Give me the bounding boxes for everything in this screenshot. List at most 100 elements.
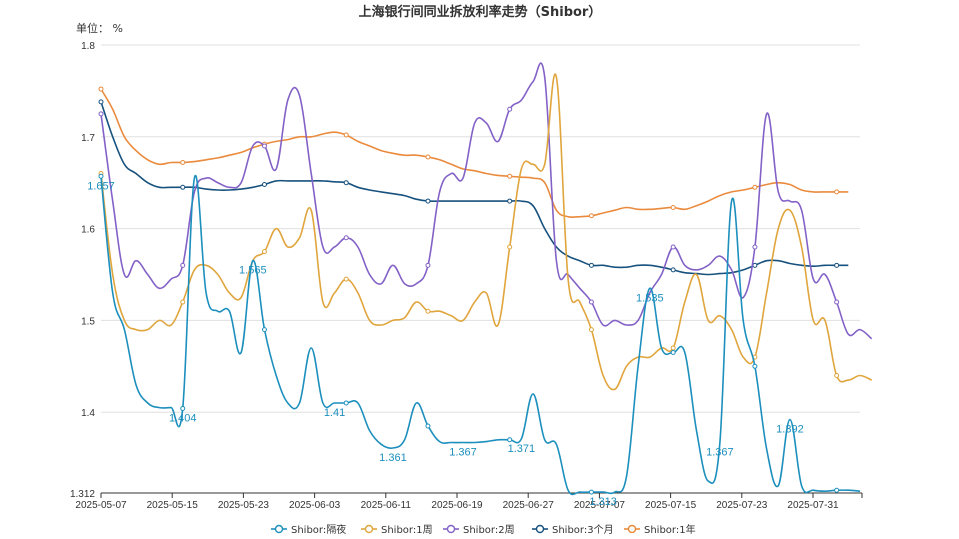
unit-label: 单位： % [76, 21, 123, 35]
legend-marker [446, 524, 456, 534]
data-point [180, 184, 186, 190]
data-point [98, 173, 104, 179]
data-point [425, 423, 431, 429]
x-tick-label: 2025-06-11 [361, 500, 412, 511]
data-label: 1.361 [379, 452, 407, 464]
data-point [588, 299, 594, 305]
data-point [588, 213, 594, 219]
data-point [670, 345, 676, 351]
data-label: 1.535 [636, 292, 664, 304]
data-point [425, 154, 431, 160]
data-point [180, 406, 186, 412]
data-point [670, 350, 676, 356]
data-point [752, 363, 758, 369]
legend-item[interactable]: Shibor:3个月 [532, 524, 614, 536]
series-line [100, 73, 873, 391]
legend-label: Shibor:1周 [381, 524, 433, 536]
data-point [834, 262, 840, 268]
data-label: 1.392 [776, 424, 804, 436]
legend-item[interactable]: Shibor:隔夜 [271, 523, 346, 536]
x-tick-label: 2025-06-19 [431, 500, 483, 511]
legend-marker [364, 524, 374, 534]
data-label: 1.367 [449, 447, 477, 459]
data-point [752, 184, 758, 190]
legend-marker [627, 524, 637, 534]
data-labels: 1.657 1.404 1.565 1.41 1.361 1.367 1.371 1.313 1… [87, 180, 803, 508]
x-tick-label: 2025-05-15 [147, 500, 199, 511]
series-3 [98, 99, 849, 276]
data-point [180, 160, 186, 166]
x-tick-label: 2025-07-15 [645, 500, 697, 511]
x-tick-label: 2025-07-31 [787, 500, 839, 511]
data-label: 1.41 [324, 407, 345, 419]
chart-title: 上海银行间同业拆放利率走势（Shibor） [359, 4, 602, 20]
data-point [343, 180, 349, 186]
data-point [588, 327, 594, 333]
y-tick-label: 1.4 [81, 408, 95, 419]
data-point [834, 372, 840, 378]
legend-label: Shibor:1年 [644, 523, 696, 536]
y-tick-label: 1.312 [70, 489, 95, 500]
x-tick-label: 2025-05-07 [75, 500, 127, 511]
data-label: 1.657 [87, 180, 115, 192]
y-tick-label: 1.6 [81, 225, 95, 236]
data-point [98, 111, 104, 117]
data-point [98, 86, 104, 92]
data-point [834, 487, 840, 493]
data-label: 1.313 [589, 496, 617, 508]
data-point [507, 198, 513, 204]
data-label: 1.565 [239, 265, 267, 277]
data-point [670, 244, 676, 250]
data-point [507, 244, 513, 250]
data-point [343, 400, 349, 406]
data-point [343, 132, 349, 138]
data-label: 1.371 [508, 443, 536, 455]
legend-item[interactable]: Shibor:1周 [361, 524, 433, 536]
data-point [507, 106, 513, 112]
data-point [425, 308, 431, 314]
legend-label: Shibor:隔夜 [291, 523, 346, 536]
data-label: 1.367 [706, 447, 734, 459]
y-tick-label: 1.7 [81, 133, 95, 144]
x-tick-label: 2025-06-27 [503, 500, 555, 511]
legend-marker [274, 524, 284, 534]
legend[interactable]: Shibor:隔夜 Shibor:1周 Shibor:2周 Shibor:3个月 Shi… [271, 523, 696, 536]
x-tick-label: 2025-07-07 [574, 500, 626, 511]
data-label: 1.404 [169, 413, 197, 425]
series-line [100, 101, 849, 276]
data-point [261, 249, 267, 255]
legend-item[interactable]: Shibor:2周 [443, 524, 515, 536]
series-4 [98, 86, 849, 219]
legend-label: Shibor:2周 [463, 524, 515, 536]
x-tick-label: 2025-05-23 [218, 500, 270, 511]
series-layer [98, 62, 873, 496]
data-point [588, 489, 594, 495]
data-point [752, 244, 758, 250]
legend-marker [535, 524, 545, 534]
series-line [100, 174, 861, 496]
y-tick-label: 1.8 [81, 41, 95, 52]
data-point [507, 173, 513, 179]
data-point [588, 262, 594, 268]
data-point [261, 143, 267, 149]
series-0 [98, 173, 861, 496]
series-line [100, 88, 849, 219]
data-point [834, 299, 840, 305]
data-point [670, 204, 676, 210]
data-point [343, 235, 349, 241]
series-line [100, 62, 873, 340]
legend-item[interactable]: Shibor:1年 [624, 523, 696, 536]
data-point [180, 299, 186, 305]
data-point [834, 189, 840, 195]
x-tick-label: 2025-06-03 [289, 500, 341, 511]
legend-label: Shibor:3个月 [552, 524, 614, 536]
y-tick-label: 1.5 [81, 316, 95, 327]
data-point [98, 99, 104, 105]
data-point [425, 262, 431, 268]
data-point [343, 276, 349, 282]
data-point [425, 198, 431, 204]
data-point [670, 267, 676, 273]
data-point [261, 327, 267, 333]
